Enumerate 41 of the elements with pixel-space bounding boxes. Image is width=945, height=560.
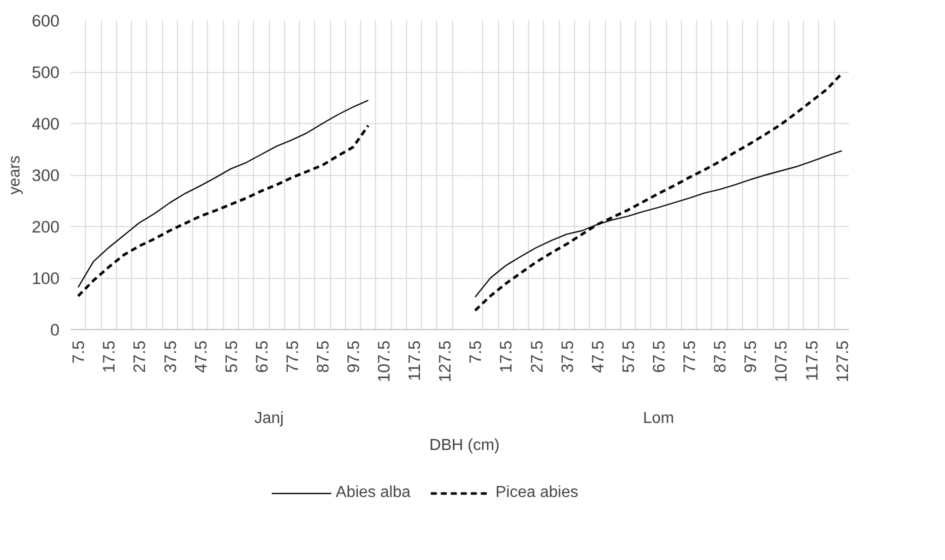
x-tick-label: 87.5 (710, 340, 730, 373)
x-tick-label: 107.5 (374, 340, 394, 382)
line-series (76, 124, 370, 298)
x-axis-title: Lom (642, 410, 674, 428)
y-tick-label: 200 (32, 218, 60, 236)
x-tick-label: 7.5 (69, 340, 88, 364)
x-tick-label: 117.5 (802, 340, 822, 381)
x-tick-label: 47.5 (191, 340, 210, 373)
line-series (78, 100, 369, 288)
legend-label: Abies alba (336, 484, 410, 502)
x-tick-label: 57.5 (618, 340, 638, 373)
legend-label: Picea abies (496, 484, 578, 502)
x-tick-label: 87.5 (313, 340, 332, 373)
x-tick-label: 27.5 (130, 340, 150, 373)
x-tick-label: 7.5 (466, 340, 486, 364)
x-tick-label: 47.5 (588, 340, 608, 373)
x-tick-label: 77.5 (282, 340, 302, 373)
x-tick-label: 37.5 (160, 340, 180, 373)
y-tick-label: 600 (32, 12, 60, 30)
y-tick-label: 400 (32, 114, 60, 134)
x-tick-label: 57.5 (222, 340, 241, 373)
x-tick-label: 67.5 (650, 340, 668, 373)
x-tick-label: 17.5 (100, 340, 119, 373)
x-tick-label: 67.5 (252, 340, 272, 373)
y-tick-label: 100 (32, 269, 60, 288)
x-tick-label: 117.5 (405, 340, 424, 381)
x-tick-label: 97.5 (741, 340, 760, 373)
x-tick-label: 97.5 (344, 340, 363, 373)
x-axis-title: Janj (254, 410, 284, 428)
x-tick-label: 17.5 (496, 340, 516, 373)
x-tick-label: 27.5 (527, 340, 546, 373)
x-tick-label: 37.5 (558, 340, 577, 373)
y-tick-label: 0 (50, 320, 60, 340)
x-tick-label: 127.5 (832, 340, 852, 382)
x-tick-label: 77.5 (680, 340, 700, 373)
y-tick-label: 500 (32, 63, 60, 82)
x-tick-label: 127.5 (436, 340, 455, 382)
text: DBH (cm) (429, 436, 500, 456)
y-tick-label: 300 (32, 166, 60, 185)
x-tick-label: 107.5 (772, 340, 791, 382)
y-axis-title: years (6, 155, 24, 195)
